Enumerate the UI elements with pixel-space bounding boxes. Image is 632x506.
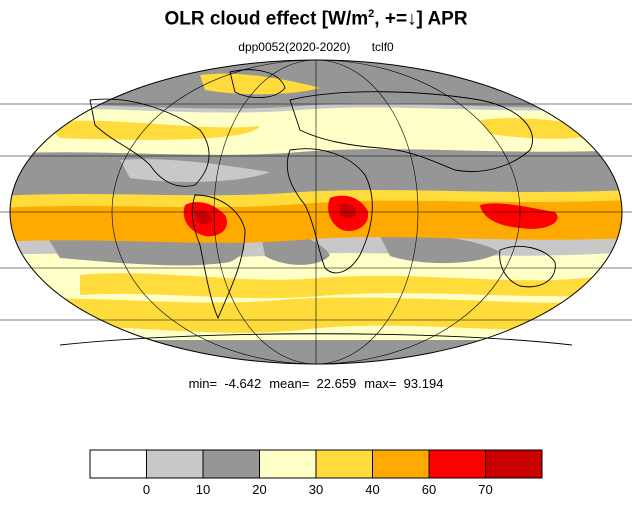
colorbar-box: [485, 449, 543, 479]
page-title: OLR cloud effect [W/m2, +=↓] APR: [164, 8, 468, 30]
experiment-label: dpp0052(2020-2020): [238, 40, 351, 54]
coastlines: [59, 69, 573, 346]
south-indian-dry: [380, 234, 500, 264]
colorbar-tick-label: 40: [365, 482, 379, 497]
colorbar-tick-label: 10: [196, 482, 210, 497]
coastline-eurasia: [289, 91, 533, 173]
coastline-antarctica: [59, 333, 573, 346]
colorbar-tick-label: 30: [309, 482, 323, 497]
stat-max: max= 93.194: [364, 376, 444, 391]
map-outline: [9, 59, 623, 365]
colorbar-tick-label: 60: [422, 482, 436, 497]
colorbar-tick-label: 20: [252, 482, 266, 497]
colorbar-labels: 0 10 20 30 40 60 70: [143, 482, 493, 497]
convection-core-1: [195, 210, 212, 225]
coastline-north-america: [89, 98, 210, 187]
colorbar-box: [372, 449, 430, 479]
convection-maritime-continent: [480, 203, 558, 229]
subtitle: dpp0052(2020-2020) tclf0: [0, 40, 632, 54]
stat-min: min= -4.642: [188, 376, 262, 391]
colorbar: 0 10 20 30 40 60 70: [89, 449, 543, 497]
convection-core-2: [340, 204, 356, 219]
graticule: [0, 59, 632, 365]
coastline-greenland: [229, 69, 286, 98]
world-map: [0, 59, 632, 365]
colorbar-tick-label: 70: [478, 482, 492, 497]
coastline-south-america: [191, 194, 246, 320]
colorbar-box: [202, 449, 260, 479]
colorbar-box: [89, 449, 147, 479]
stat-mean: mean= 22.659: [269, 376, 357, 391]
colorbar-box: [428, 449, 486, 479]
summary-statistics: min= -4.642 mean= 22.659 max= 93.194: [0, 376, 632, 391]
variable-label: tclf0: [371, 40, 394, 54]
colorbar-box: [315, 449, 373, 479]
colorbar-tick-label: 0: [143, 482, 150, 497]
colorbar-boxes: [89, 449, 543, 479]
colorbar-box: [146, 449, 204, 479]
north-subtropics-light: [120, 159, 270, 182]
coastline-australia: [499, 245, 556, 288]
colorbar-box: [259, 449, 317, 479]
north-polar-yellow: [200, 73, 320, 95]
coastline-africa: [286, 148, 373, 274]
